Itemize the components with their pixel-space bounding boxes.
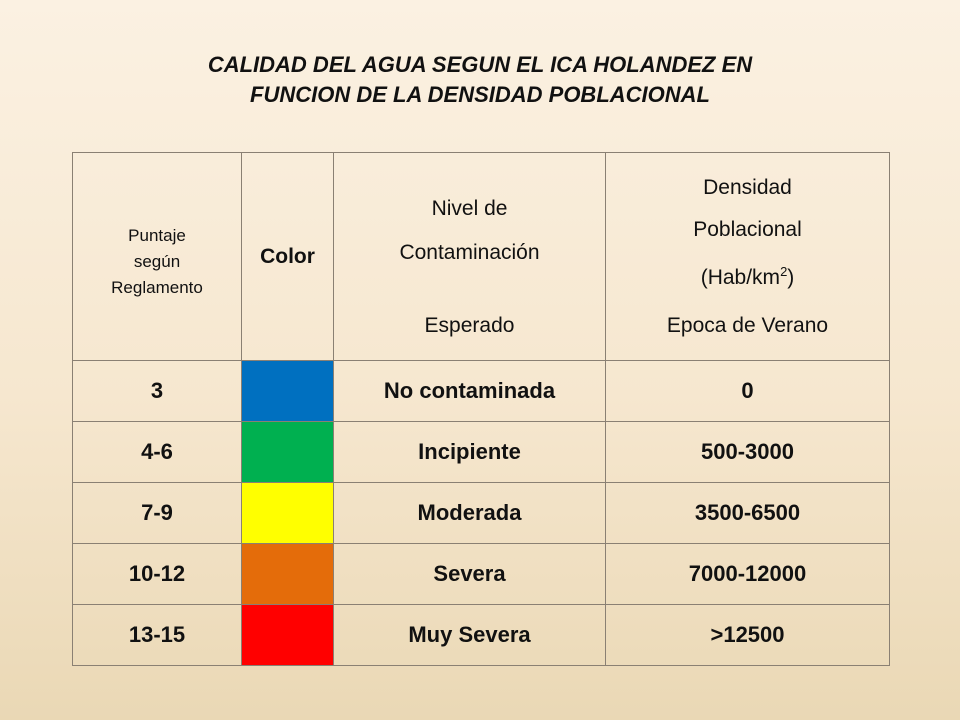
score-cell: 10-12 (72, 543, 242, 605)
score-cell: 3 (72, 360, 242, 422)
page-title: CALIDAD DEL AGUA SEGUN EL ICA HOLANDEZ E… (0, 50, 960, 110)
level-cell: Incipiente (333, 421, 606, 483)
score-cell: 13-15 (72, 604, 242, 666)
table-row: 7-9 Moderada 3500-6500 (72, 482, 890, 544)
header-density-line-4: Epoca de Verano (666, 314, 829, 337)
density-cell: >12500 (605, 604, 890, 666)
level-cell: Severa (333, 543, 606, 605)
density-cell: 0 (605, 360, 890, 422)
header-level-line-3: Esperado (424, 314, 515, 337)
header-density-line-1: Densidad (703, 176, 792, 199)
table-row: 13-15 Muy Severa >12500 (72, 604, 890, 666)
level-cell: Moderada (333, 482, 606, 544)
color-swatch-green (241, 421, 334, 483)
header-density-unit-close: ) (787, 266, 795, 289)
header-score-line-3: Reglamento (111, 277, 203, 297)
color-swatch-yellow (241, 482, 334, 544)
header-density-unit-exponent: 2 (780, 264, 788, 279)
level-cell: Muy Severa (333, 604, 606, 666)
color-swatch-blue (241, 360, 334, 422)
water-quality-table: Puntaje según Reglamento Color Nivel de … (72, 152, 890, 666)
title-line-2: FUNCION DE LA DENSIDAD POBLACIONAL (250, 82, 710, 107)
table-row: 4-6 Incipiente 500-3000 (72, 421, 890, 483)
header-density-line-2: Poblacional (693, 218, 802, 241)
header-density-unit: (Hab/km (700, 266, 781, 289)
table-header-row: Puntaje según Reglamento Color Nivel de … (72, 152, 890, 361)
score-cell: 4-6 (72, 421, 242, 483)
color-swatch-red (241, 604, 334, 666)
header-density-line-3: (Hab/km2) (606, 251, 889, 299)
header-level: Nivel de Contaminación Esperado (333, 152, 606, 361)
header-level-line-2: Contaminación (399, 241, 540, 264)
header-score: Puntaje según Reglamento (72, 152, 242, 361)
header-score-line-1: Puntaje (128, 225, 186, 245)
density-cell: 500-3000 (605, 421, 890, 483)
header-density: Densidad Poblacional (Hab/km2) Epoca de … (605, 152, 890, 361)
table-row: 10-12 Severa 7000-12000 (72, 543, 890, 605)
density-cell: 7000-12000 (605, 543, 890, 605)
header-color: Color (241, 152, 334, 361)
score-cell: 7-9 (72, 482, 242, 544)
header-level-line-1: Nivel de (431, 197, 508, 220)
table-row: 3 No contaminada 0 (72, 360, 890, 422)
header-score-line-2: según (133, 251, 181, 271)
level-cell: No contaminada (333, 360, 606, 422)
title-line-1: CALIDAD DEL AGUA SEGUN EL ICA HOLANDEZ E… (207, 52, 753, 77)
color-swatch-orange (241, 543, 334, 605)
density-cell: 3500-6500 (605, 482, 890, 544)
